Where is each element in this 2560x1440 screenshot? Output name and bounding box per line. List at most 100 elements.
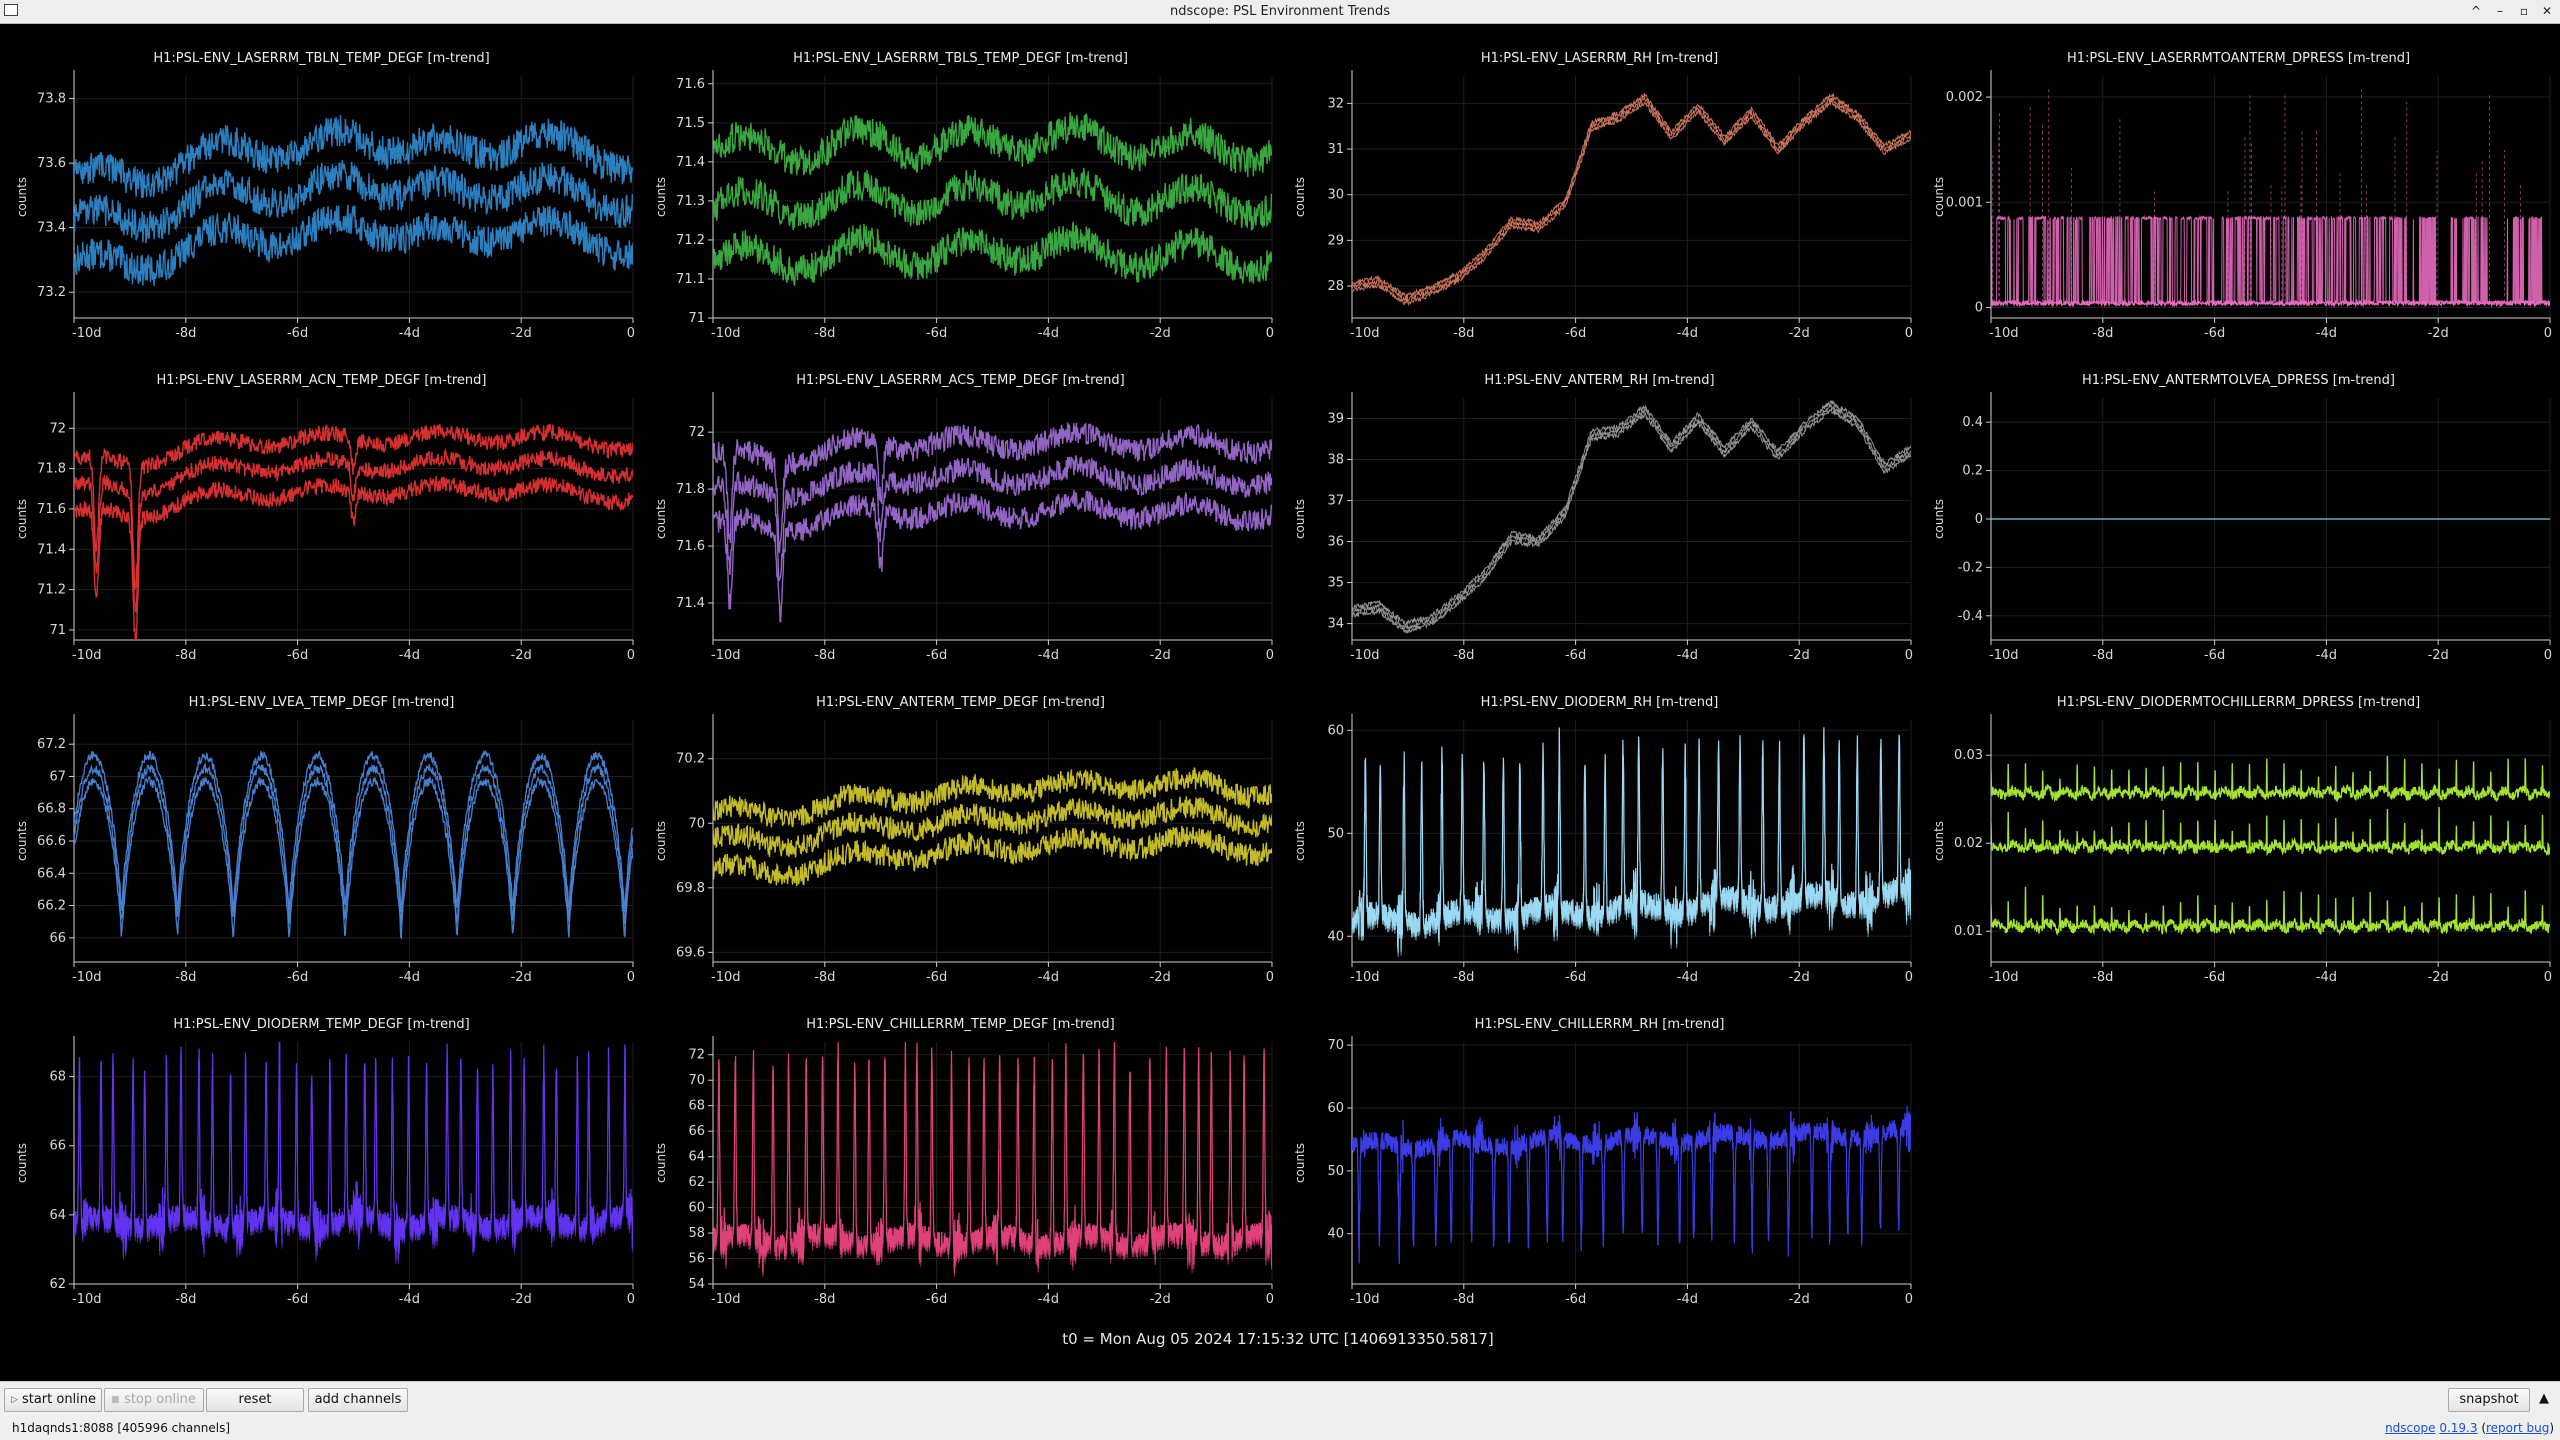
y-tick-label: 69.8 xyxy=(676,881,705,896)
plot-canvas[interactable]: 34 35 36 37 38 39 -10d -8d -6d -4d -2d 0 counts xyxy=(1280,346,1919,668)
y-tick-label: 73.4 xyxy=(37,221,66,236)
x-tick-label: -8d xyxy=(175,648,196,663)
x-tick-label: -2d xyxy=(511,326,532,341)
y-tick-label: 73.2 xyxy=(37,285,66,300)
plot-panel[interactable]: H1:PSL-ENV_DIODERM_TEMP_DEGF [m-trend] 62… xyxy=(2,990,641,1312)
plot-canvas[interactable]: 66 66.2 66.4 66.6 66.8 67 67.2 -10d -8d -6d -4d -2d… xyxy=(2,668,641,990)
plot-panel[interactable]: H1:PSL-ENV_LASERRMTOANTERM_DPRESS [m-tre… xyxy=(1919,24,2558,346)
plot-canvas[interactable]: 71 71.1 71.2 71.3 71.4 71.5 71.6 -10d -8d -6d -4d -… xyxy=(641,24,1280,346)
add-channels-button[interactable]: add channels xyxy=(308,1388,408,1412)
plot-panel[interactable]: H1:PSL-ENV_LASERRM_TBLN_TEMP_DEGF [m-tre… xyxy=(2,24,641,346)
plot-canvas[interactable]: 69.6 69.8 70 70.2 -10d -8d -6d -4d -2d 0 counts xyxy=(641,668,1280,990)
x-tick-label: 0 xyxy=(1266,1292,1274,1307)
series-trace-max xyxy=(1991,755,2550,803)
y-tick-label: 54 xyxy=(688,1277,705,1292)
plot-panel[interactable]: H1:PSL-ENV_DIODERMTOCHILLERRM_DPRESS [m-… xyxy=(1919,668,2558,990)
start-online-button[interactable]: ▷ start online xyxy=(4,1388,102,1412)
plot-grid-lines xyxy=(73,398,634,640)
window-maximize-icon[interactable]: ▫ xyxy=(2519,4,2529,18)
plot-canvas[interactable]: 0.01 0.02 0.03 -10d -8d -6d -4d -2d 0 counts xyxy=(1919,668,2558,990)
plot-panel[interactable]: H1:PSL-ENV_ANTERMTOLVEA_DPRESS [m-trend]… xyxy=(1919,346,2558,668)
plot-canvas[interactable]: 28 29 30 31 32 -10d -8d -6d -4d -2d 0 counts xyxy=(1280,24,1919,346)
plot-title: H1:PSL-ENV_LASERRMTOANTERM_DPRESS [m-tre… xyxy=(2066,51,2411,66)
plot-panel[interactable]: H1:PSL-ENV_CHILLERRM_TEMP_DEGF [m-trend]… xyxy=(641,990,1280,1312)
window-keep-above-icon[interactable]: ^ xyxy=(2470,4,2482,18)
y-tick-label: 0.001 xyxy=(1946,195,1983,210)
plot-canvas[interactable]: 71.4 71.6 71.8 72 -10d -8d -6d -4d -2d 0 counts xyxy=(641,346,1280,668)
y-tick-label: 50 xyxy=(1327,826,1344,841)
plot-panel[interactable]: H1:PSL-ENV_LVEA_TEMP_DEGF [m-trend] 66 66.… xyxy=(2,668,641,990)
app-icon xyxy=(4,4,18,16)
series-trace-max xyxy=(1352,400,1911,627)
plot-title: H1:PSL-ENV_LASERRM_RH [m-trend] xyxy=(1480,51,1719,66)
y-tick-label: 40 xyxy=(1327,1227,1344,1242)
series-trace-min xyxy=(74,776,633,940)
reset-button[interactable]: reset xyxy=(206,1388,304,1412)
plot-canvas[interactable]: 73.2 73.4 73.6 73.8 -10d -8d -6d -4d -2d 0 counts xyxy=(2,24,641,346)
plot-canvas[interactable]: 40 50 60 70 -10d -8d -6d -4d -2d 0 counts xyxy=(1280,990,1919,1312)
x-tick-label: 0 xyxy=(627,326,635,341)
plot-canvas[interactable]: 40 50 60 -10d -8d -6d -4d -2d 0 counts xyxy=(1280,668,1919,990)
plot-panel[interactable]: H1:PSL-ENV_LASERRM_ACS_TEMP_DEGF [m-tren… xyxy=(641,346,1280,668)
window-close-icon[interactable]: ✕ xyxy=(2541,4,2553,18)
window-minimize-icon[interactable]: – xyxy=(2497,4,2503,18)
y-tick-label: 56 xyxy=(688,1252,705,1267)
x-tick-label: -2d xyxy=(1789,1292,1810,1307)
x-tick-label: -6d xyxy=(926,970,947,985)
y-axis-label: counts xyxy=(15,1143,29,1183)
plot-panel[interactable]: H1:PSL-ENV_ANTERM_TEMP_DEGF [m-trend] 69.… xyxy=(641,668,1280,990)
y-tick-label: 35 xyxy=(1327,576,1344,591)
series-trace-min xyxy=(74,1042,633,1264)
x-tick-label: -6d xyxy=(1565,648,1586,663)
y-tick-label: 71.8 xyxy=(37,462,66,477)
plot-panel[interactable]: H1:PSL-ENV_LASERRM_TBLS_TEMP_DEGF [m-tre… xyxy=(641,24,1280,346)
plot-canvas[interactable]: 62 64 66 68 -10d -8d -6d -4d -2d 0 counts xyxy=(2,990,641,1312)
x-tick-label: -4d xyxy=(1677,970,1698,985)
plot-panel[interactable]: H1:PSL-ENV_CHILLERRM_RH [m-trend] 40 50 60 7… xyxy=(1280,990,1919,1312)
collapse-toolbar-icon[interactable]: ▲ xyxy=(2539,1391,2549,1406)
plot-canvas[interactable]: -0.4 -0.2 0 0.2 0.4 -10d -8d -6d -4d -2d 0 counts xyxy=(1919,346,2558,668)
start-online-label: start online xyxy=(21,1392,97,1407)
x-tick-label: -6d xyxy=(1565,970,1586,985)
x-tick-label: -6d xyxy=(1565,1292,1586,1307)
x-tick-label: -4d xyxy=(1038,1292,1059,1307)
plot-canvas[interactable]: 0 0.001 0.002 -10d -8d -6d -4d -2d 0 counts xyxy=(1919,24,2558,346)
series-trace-min xyxy=(1352,407,1911,635)
y-tick-label: 72 xyxy=(688,1048,705,1063)
plot-canvas[interactable]: 71 71.2 71.4 71.6 71.8 72 -10d -8d -6d -4d -2d 0 cou… xyxy=(2,346,641,668)
x-tick-label: -8d xyxy=(814,648,835,663)
x-tick-label: -4d xyxy=(2316,326,2337,341)
y-tick-label: -0.4 xyxy=(1958,609,1983,624)
x-tick-label: -8d xyxy=(1453,326,1474,341)
series-trace-mean xyxy=(1352,403,1911,631)
plot-panel[interactable]: H1:PSL-ENV_LASERRM_ACN_TEMP_DEGF [m-tren… xyxy=(2,346,641,668)
x-tick-label: -10d xyxy=(1350,648,1380,663)
plot-canvas[interactable]: 54 56 58 60 62 64 66 68 70 72 -10d -8d -6d -4d -2d 0 cou… xyxy=(641,990,1280,1312)
y-tick-label: 60 xyxy=(1327,723,1344,738)
snapshot-button[interactable]: snapshot xyxy=(2448,1388,2530,1412)
ndscope-link[interactable]: ndscope xyxy=(2385,1421,2436,1435)
y-tick-label: 37 xyxy=(1327,494,1344,509)
series-trace-max xyxy=(1991,214,2550,306)
version-link[interactable]: 0.19.3 xyxy=(2439,1421,2478,1435)
plot-panel[interactable]: H1:PSL-ENV_ANTERM_RH [m-trend] 34 35 36 37 38… xyxy=(1280,346,1919,668)
x-tick-label: -8d xyxy=(814,1292,835,1307)
x-tick-label: -4d xyxy=(1038,970,1059,985)
plot-grid-lines xyxy=(73,76,634,318)
plot-panel[interactable]: H1:PSL-ENV_LASERRM_RH [m-trend] 28 29 30 31 3… xyxy=(1280,24,1919,346)
x-tick-label: 0 xyxy=(1905,326,1913,341)
report-bug-link[interactable]: report bug xyxy=(2486,1421,2550,1435)
plot-panel[interactable]: H1:PSL-ENV_DIODERM_RH [m-trend] 40 50 60 -10… xyxy=(1280,668,1919,990)
x-tick-label: -2d xyxy=(2428,326,2449,341)
x-tick-label: 0 xyxy=(627,1292,635,1307)
y-tick-label: 70 xyxy=(688,1073,705,1088)
x-tick-label: -2d xyxy=(1150,648,1171,663)
play-icon: ▷ xyxy=(11,1395,18,1405)
x-tick-label: 0 xyxy=(2544,326,2552,341)
x-tick-label: -10d xyxy=(72,1292,102,1307)
plot-title: H1:PSL-ENV_ANTERM_RH [m-trend] xyxy=(1484,373,1715,388)
series-trace-mean xyxy=(1991,807,2550,857)
stop-online-button[interactable]: ■ stop online xyxy=(104,1388,204,1412)
series-trace-max xyxy=(713,112,1272,177)
y-tick-label: 32 xyxy=(1327,96,1344,111)
